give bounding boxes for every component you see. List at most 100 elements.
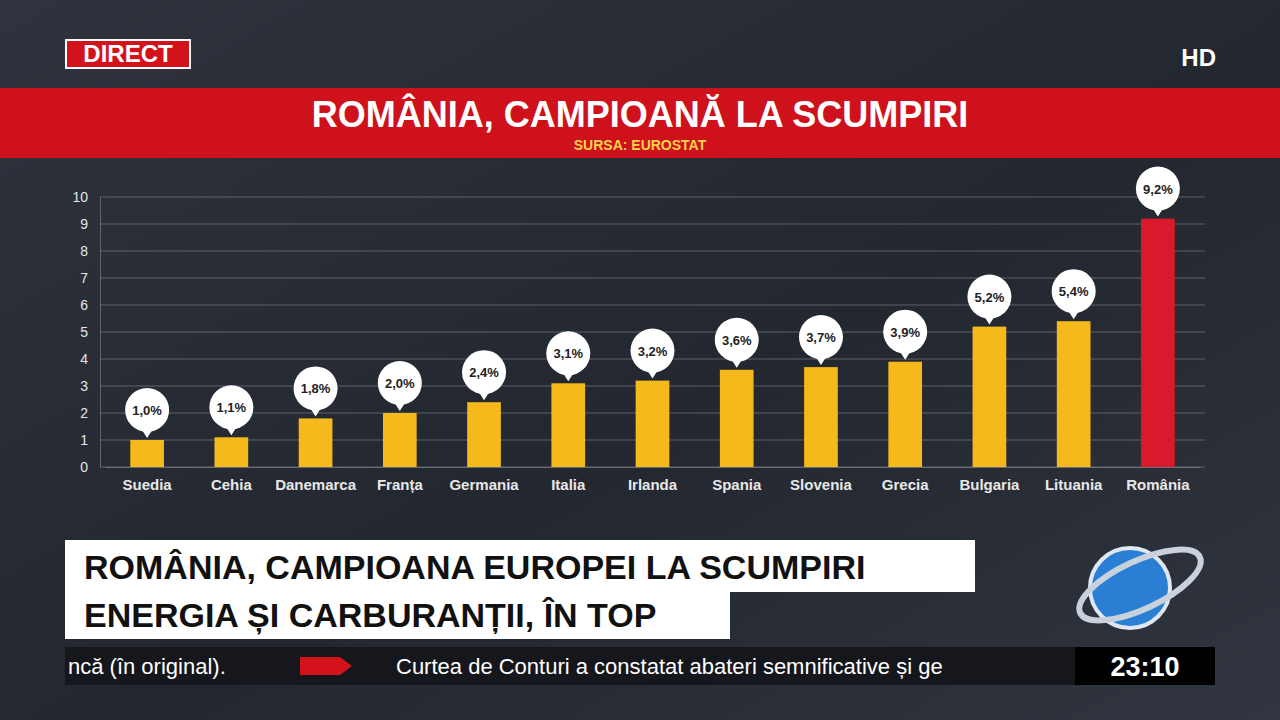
logo-ring [1070, 535, 1210, 634]
y-tick: 5 [80, 324, 100, 340]
bar [804, 367, 838, 467]
x-tick-label: Irlanda [628, 476, 678, 493]
x-tick-label: Bulgaria [959, 476, 1020, 493]
data-label-bubble: 1,1% [209, 385, 253, 435]
data-label: 2,4% [469, 365, 499, 380]
chart-subtitle: SURSA: EUROSTAT [574, 137, 707, 153]
y-axis: 012345678910 [72, 189, 100, 475]
y-tick-label: 1 [80, 432, 88, 448]
bubble [799, 315, 843, 359]
x-tick: Irlanda [628, 467, 678, 493]
bar [299, 418, 333, 467]
bubble [1136, 167, 1180, 211]
y-axis-line [100, 198, 101, 468]
y-tick-label: 9 [80, 216, 88, 232]
data-labels: 1,0% 1,1% 1,8% 2,0% 2,4% 3,1% 3,2% 3,6% 3,7% 3,9%… [125, 167, 1180, 438]
data-label-bubble: 9,2% [1136, 167, 1180, 217]
clock-box [1075, 647, 1215, 685]
chart-title: ROMÂNIA, CAMPIOANĂ LA SCUMPIRI [312, 93, 969, 135]
grid [100, 197, 1205, 467]
ticker-separator [300, 657, 352, 675]
x-tick-label: Suedia [123, 476, 173, 493]
headline-box [65, 540, 975, 592]
bubble [294, 366, 338, 410]
grid-line [100, 224, 1205, 225]
data-label-bubble: 3,2% [631, 329, 675, 379]
data-label: 9,2% [1143, 182, 1173, 197]
headline: ROMÂNIA, CAMPIOANA EUROPEI LA SCUMPIRI [84, 548, 865, 586]
y-tick-label: 5 [80, 324, 88, 340]
data-label: 3,7% [806, 330, 836, 345]
x-tick-label: Cehia [211, 476, 253, 493]
data-label: 3,1% [553, 346, 583, 361]
background [0, 0, 1280, 720]
bar [973, 327, 1007, 467]
y-tick-label: 7 [80, 270, 88, 286]
ticker-band [65, 647, 1075, 685]
data-label: 1,1% [217, 400, 247, 415]
screen: DIRECTHDROMÂNIA, CAMPIOANĂ LA SCUMPIRISU… [0, 0, 1280, 720]
y-tick-label: 3 [80, 378, 88, 394]
y-tick-label: 8 [80, 243, 88, 259]
data-label-bubble: 3,1% [546, 331, 590, 381]
x-tick-label: Germania [449, 476, 519, 493]
data-label: 5,2% [975, 290, 1005, 305]
x-tick: Cehia [211, 467, 253, 493]
x-tick: Bulgaria [959, 467, 1020, 493]
data-label-bubble: 3,7% [799, 315, 843, 365]
bar [1141, 219, 1175, 467]
bar [215, 437, 249, 467]
data-label: 3,6% [722, 333, 752, 348]
bubble [125, 388, 169, 432]
x-tick-label: Slovenia [790, 476, 852, 493]
data-label: 3,2% [638, 344, 668, 359]
bubble [1052, 269, 1096, 313]
data-label-bubble: 5,2% [967, 275, 1011, 325]
bubble [967, 275, 1011, 319]
data-label-bubble: 1,0% [125, 388, 169, 438]
grid-line [100, 278, 1205, 279]
quality: HD [1181, 44, 1216, 71]
x-tick-label: România [1126, 476, 1190, 493]
ticker-text: Curtea de Conturi a constatat abateri se… [396, 654, 943, 679]
bar [383, 413, 417, 467]
bubble [209, 385, 253, 429]
data-label: 1,8% [301, 381, 331, 396]
y-tick: 1 [80, 432, 100, 448]
data-label: 1,0% [132, 403, 162, 418]
bubble [631, 329, 675, 373]
x-tick: Grecia [882, 467, 929, 493]
grid-line [100, 305, 1205, 306]
y-tick-label: 0 [80, 459, 88, 475]
x-tick-label: Lituania [1045, 476, 1103, 493]
title-band [0, 88, 1280, 158]
headline: ENERGIA ȘI CARBURANȚII, ÎN TOP [84, 596, 656, 635]
x-axis: SuediaCehiaDanemarcaFranțaGermaniaItalia… [106, 467, 1201, 493]
y-tick-label: 10 [72, 189, 88, 205]
y-tick: 4 [80, 351, 100, 367]
bubble [378, 361, 422, 405]
bubble [715, 318, 759, 362]
data-label-bubble: 3,6% [715, 318, 759, 368]
y-tick: 7 [80, 270, 100, 286]
data-label: 2,0% [385, 376, 415, 391]
data-label-bubble: 2,4% [462, 350, 506, 400]
x-axis-line [106, 467, 1201, 468]
x-tick: Italia [551, 467, 586, 493]
x-tick-label: Danemarca [275, 476, 357, 493]
y-tick: 8 [80, 243, 100, 259]
bar [130, 440, 164, 467]
y-tick: 0 [80, 459, 100, 475]
bar [551, 383, 585, 467]
x-tick: Spania [712, 467, 762, 493]
data-label-bubble: 1,8% [294, 366, 338, 416]
grid-line [100, 197, 1205, 198]
bar [888, 362, 922, 467]
x-tick: România [1126, 467, 1190, 493]
x-tick-label: Italia [551, 476, 586, 493]
y-tick: 6 [80, 297, 100, 313]
grid-line [100, 251, 1205, 252]
data-label: 3,9% [890, 325, 920, 340]
y-tick-label: 6 [80, 297, 88, 313]
bubble [462, 350, 506, 394]
